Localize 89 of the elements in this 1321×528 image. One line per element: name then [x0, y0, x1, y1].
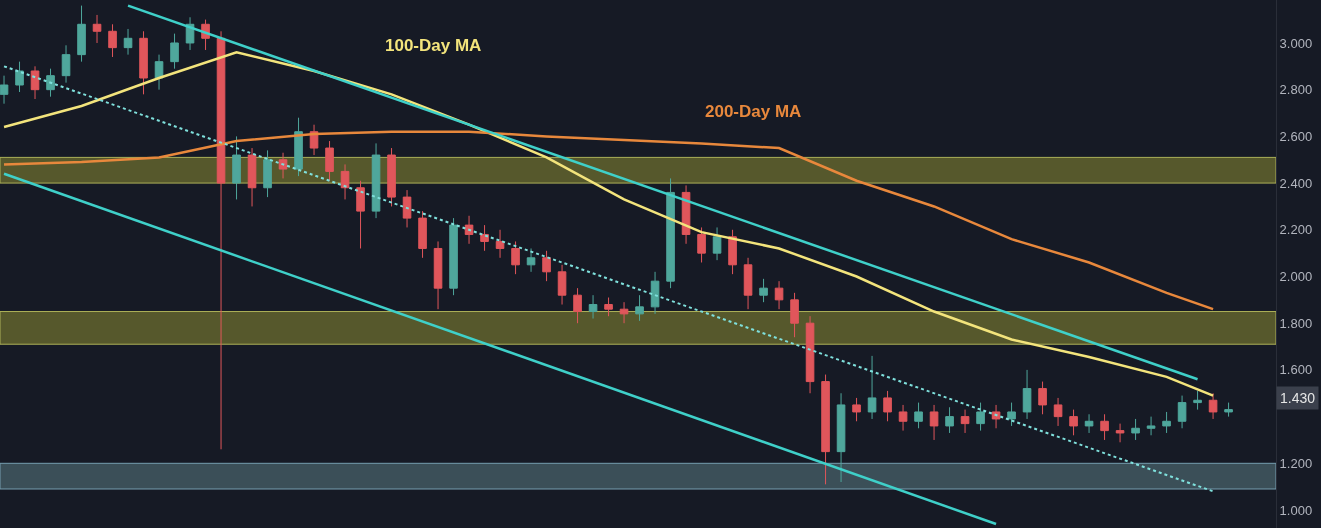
candlestick	[852, 397, 861, 422]
candlestick	[170, 33, 179, 70]
candlestick	[1022, 369, 1032, 420]
candlestick	[1115, 423, 1125, 443]
candlestick	[712, 226, 722, 261]
candlestick	[294, 117, 303, 177]
candlestick	[666, 177, 675, 289]
candlestick	[77, 5, 86, 63]
candlestick	[759, 278, 768, 303]
candlestick	[1053, 397, 1063, 427]
y-tick-label: 1.200	[1279, 455, 1313, 471]
candlestick	[1007, 402, 1016, 427]
candlestick	[1038, 381, 1047, 415]
candlestick	[232, 135, 241, 200]
candlestick	[557, 264, 567, 306]
candlestick	[1146, 416, 1156, 436]
line-series	[2, 130, 1215, 311]
candlestick	[356, 180, 365, 249]
candlestick	[61, 44, 71, 84]
candlestick	[743, 257, 753, 310]
candlestick	[1084, 413, 1094, 434]
candlestick	[526, 247, 536, 273]
candlestick	[1100, 413, 1109, 441]
candlestick	[278, 152, 288, 179]
candlestick	[1131, 418, 1140, 441]
candlestick	[123, 28, 133, 56]
candlestick	[46, 68, 55, 98]
candlestick	[154, 54, 164, 91]
candlestick	[821, 374, 830, 485]
candlestick	[1208, 392, 1218, 420]
candlestick	[604, 297, 613, 317]
candlestick	[247, 147, 257, 207]
y-tick-label: 2.200	[1279, 222, 1313, 238]
candlestick	[15, 61, 24, 93]
candlestick	[1162, 411, 1171, 434]
candlestick	[263, 149, 272, 198]
candlestick	[697, 226, 706, 263]
y-tick-label: 1.000	[1279, 502, 1313, 518]
y-tick-label: 2.400	[1279, 175, 1313, 191]
candlestick	[883, 390, 892, 422]
candlestick	[960, 409, 970, 434]
y-tick-label: 2.000	[1279, 269, 1313, 285]
y-tick-label: 3.000	[1279, 35, 1313, 51]
candlestick	[92, 14, 102, 44]
candlestick	[433, 240, 443, 310]
candlestick	[991, 404, 1001, 429]
candlestick	[418, 210, 427, 259]
candlestick	[774, 280, 784, 310]
candlestick	[790, 292, 799, 338]
candlestick	[108, 23, 117, 58]
candlestick	[0, 75, 9, 105]
candlestick	[573, 287, 582, 324]
candlestick	[542, 250, 551, 282]
candlestick	[588, 294, 598, 320]
candlestick	[914, 402, 923, 429]
candlestick	[898, 404, 908, 432]
candlestick	[495, 229, 505, 259]
candlestick	[945, 406, 954, 434]
candlestick	[340, 163, 350, 200]
candlestick	[216, 30, 226, 450]
candlestick	[387, 147, 396, 207]
y-tick-label: 2.600	[1279, 128, 1313, 144]
series-label: 200-Day MA	[705, 102, 802, 121]
y-tick-label: 1.600	[1279, 362, 1313, 378]
candlestick	[449, 217, 458, 296]
text: 100-Day MA	[385, 36, 482, 55]
candlestick	[836, 392, 846, 483]
candlestick	[976, 402, 985, 432]
y-tick-label: 2.800	[1279, 82, 1313, 98]
candlestick	[1193, 390, 1202, 411]
candlestick	[325, 140, 334, 182]
candlestick	[805, 315, 815, 394]
candlestick	[511, 240, 520, 275]
candlestick	[619, 301, 629, 324]
candlestick	[139, 30, 148, 95]
candlestick	[867, 355, 877, 420]
candlestick	[1069, 409, 1078, 436]
candlestick	[1224, 402, 1233, 418]
candlestick	[464, 215, 474, 245]
candlestick	[929, 404, 939, 441]
y-tick-label: 1.800	[1279, 315, 1313, 331]
candlestick	[1177, 395, 1187, 429]
candlestick	[371, 142, 381, 219]
candlestick	[635, 294, 644, 322]
candlestick	[728, 229, 737, 275]
candlestick	[30, 65, 40, 100]
candlestick	[402, 189, 412, 228]
text: 1.430	[1280, 390, 1316, 406]
candlestick	[650, 271, 660, 315]
